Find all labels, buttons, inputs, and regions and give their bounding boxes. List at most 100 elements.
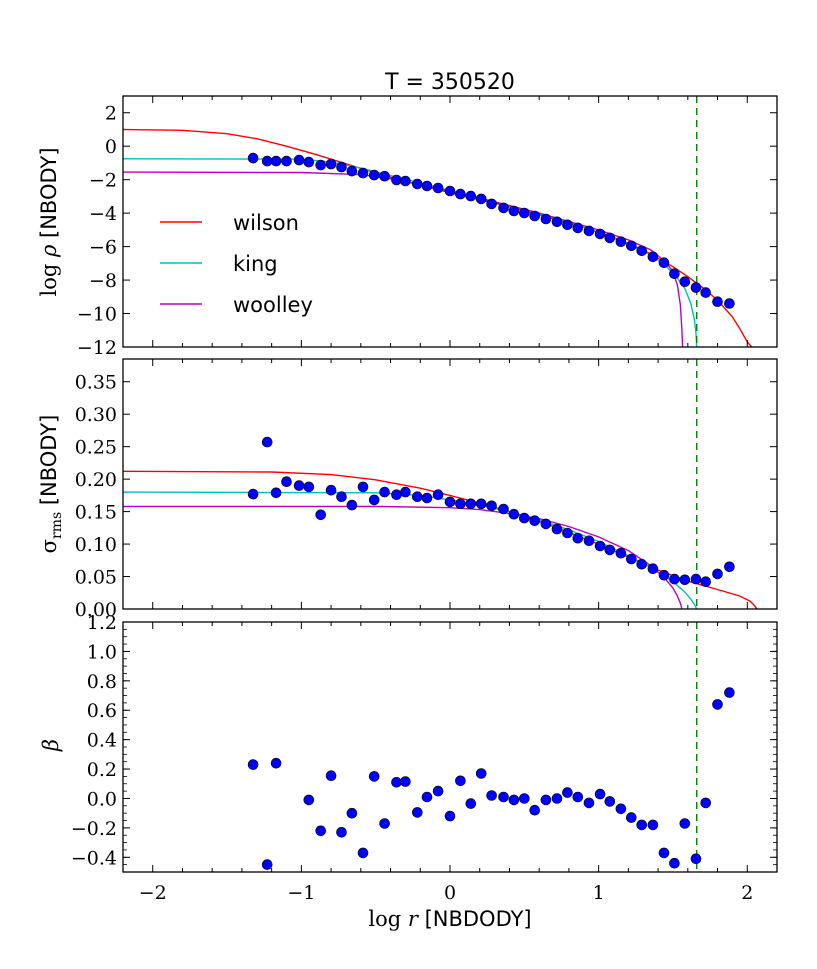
anisotropy-data-point	[325, 770, 337, 782]
density-data-point	[712, 296, 723, 308]
density-y-tick-label: −10	[77, 304, 117, 326]
density-data-point	[270, 155, 282, 167]
density-data-point	[615, 236, 627, 247]
density-data-point	[658, 257, 670, 269]
dispersion-data-point	[529, 515, 541, 527]
density-data-point	[540, 213, 552, 225]
dispersion-data-point	[357, 481, 369, 493]
legend-label: king	[233, 252, 278, 276]
dispersion-data-point	[455, 498, 466, 510]
density-data-point	[391, 174, 402, 186]
x-tick-label: −1	[287, 882, 315, 904]
dispersion-data-point	[368, 494, 380, 506]
anisotropy-data-point	[679, 818, 691, 829]
dispersion-data-point	[270, 487, 282, 499]
density-y-tick-label: −6	[89, 237, 117, 259]
density-data-point	[486, 198, 497, 210]
anisotropy-data-point	[391, 776, 402, 788]
anisotropy-data-point	[518, 793, 530, 804]
density-data-point	[421, 180, 433, 192]
density-data-point	[379, 170, 390, 182]
dispersion-data-point	[486, 500, 497, 512]
density-woolley-curve	[123, 171, 684, 347]
dispersion-data-point	[712, 568, 723, 580]
dispersion-data-point	[293, 480, 305, 491]
dispersion-data-point	[465, 498, 477, 510]
anisotropy-data-point	[636, 819, 648, 831]
figure-title: T = 350520	[384, 70, 515, 95]
anisotropy-data-point	[444, 810, 456, 822]
anisotropy-data-point	[421, 791, 433, 803]
anisotropy-data-point	[357, 847, 369, 859]
density-data-point	[604, 232, 616, 244]
dispersion-y-tick-label: 0.35	[75, 372, 117, 394]
density-data-point	[315, 159, 327, 171]
density-data-point	[690, 282, 702, 293]
anisotropy-y-tick-label: −0.2	[71, 818, 117, 840]
dispersion-y-tick-label: 0.20	[75, 469, 117, 491]
anisotropy-data-point	[432, 785, 444, 797]
anisotropy-data-point	[712, 699, 723, 710]
anisotropy-y-axis-label: β	[39, 739, 63, 752]
density-data-point	[293, 154, 305, 166]
dispersion-data-point	[669, 573, 680, 585]
density-data-point	[411, 178, 423, 190]
density-data-point	[281, 155, 292, 167]
anisotropy-data-point	[455, 775, 466, 787]
dispersion-data-point	[261, 436, 273, 448]
anisotropy-data-point	[303, 794, 315, 806]
density-data-point	[247, 152, 259, 164]
anisotropy-data-point	[615, 803, 627, 815]
dispersion-data-point	[325, 484, 337, 496]
dispersion-y-tick-label: 0.25	[75, 437, 117, 459]
dispersion-data-point	[281, 476, 292, 488]
dispersion-data-point	[679, 574, 691, 586]
dispersion-data-point	[315, 509, 327, 521]
anisotropy-data-point	[540, 794, 552, 806]
dispersion-data-point	[379, 486, 390, 498]
density-data-point	[508, 205, 520, 217]
dispersion-data-point	[625, 553, 637, 565]
dispersion-data-point	[444, 496, 456, 508]
dispersion-axes-frame	[122, 358, 778, 610]
density-data-point	[625, 240, 637, 252]
density-data-point	[357, 167, 369, 179]
anisotropy-y-tick-label: 0.4	[87, 730, 117, 752]
anisotropy-data-point	[594, 788, 606, 800]
density-data-point	[432, 182, 444, 194]
x-tick-label: −2	[139, 882, 167, 904]
dispersion-data-point	[615, 547, 627, 559]
anisotropy-data-point	[551, 793, 563, 804]
density-data-point	[669, 268, 680, 280]
legend-label: wilson	[233, 211, 299, 235]
dispersion-data-point	[572, 532, 584, 544]
anisotropy-data-point	[508, 794, 520, 806]
anisotropy-data-point	[572, 791, 584, 803]
density-panel: 2 0 −2 −4 −6 −8 −10 −12 wilson king woolley log ρ…	[37, 95, 778, 359]
dispersion-woolley-curve	[123, 505, 683, 609]
anisotropy-data-point	[465, 798, 477, 809]
dispersion-data-point	[647, 563, 659, 575]
density-data-point	[325, 158, 337, 170]
density-y-tick-label: −2	[89, 170, 117, 192]
anisotropy-data-point	[604, 796, 616, 807]
dispersion-data-point	[540, 518, 552, 530]
anisotropy-data-point	[475, 768, 487, 779]
dispersion-panel: 0.35 0.30 0.25 0.20 0.15 0.10 0.05 0.00 σrms [N…	[37, 358, 778, 621]
density-data-point	[368, 169, 380, 181]
density-data-point	[679, 276, 691, 288]
density-data-point	[400, 175, 411, 187]
anisotropy-data-point	[724, 687, 735, 698]
dispersion-data-point	[583, 535, 595, 547]
anisotropy-data-point	[690, 853, 702, 865]
dispersion-data-point	[411, 491, 423, 503]
density-data-point	[529, 210, 541, 222]
density-data-point	[498, 202, 509, 214]
density-data-point	[465, 190, 477, 202]
density-y-tick-label: 2	[105, 103, 117, 125]
density-y-tick-label: −8	[89, 270, 117, 292]
x-tick-label: 2	[741, 882, 753, 904]
anisotropy-data-point	[315, 825, 327, 837]
anisotropy-y-tick-label: 0.2	[87, 759, 117, 781]
x-axis-label: log r [NBDODY]	[368, 907, 531, 931]
